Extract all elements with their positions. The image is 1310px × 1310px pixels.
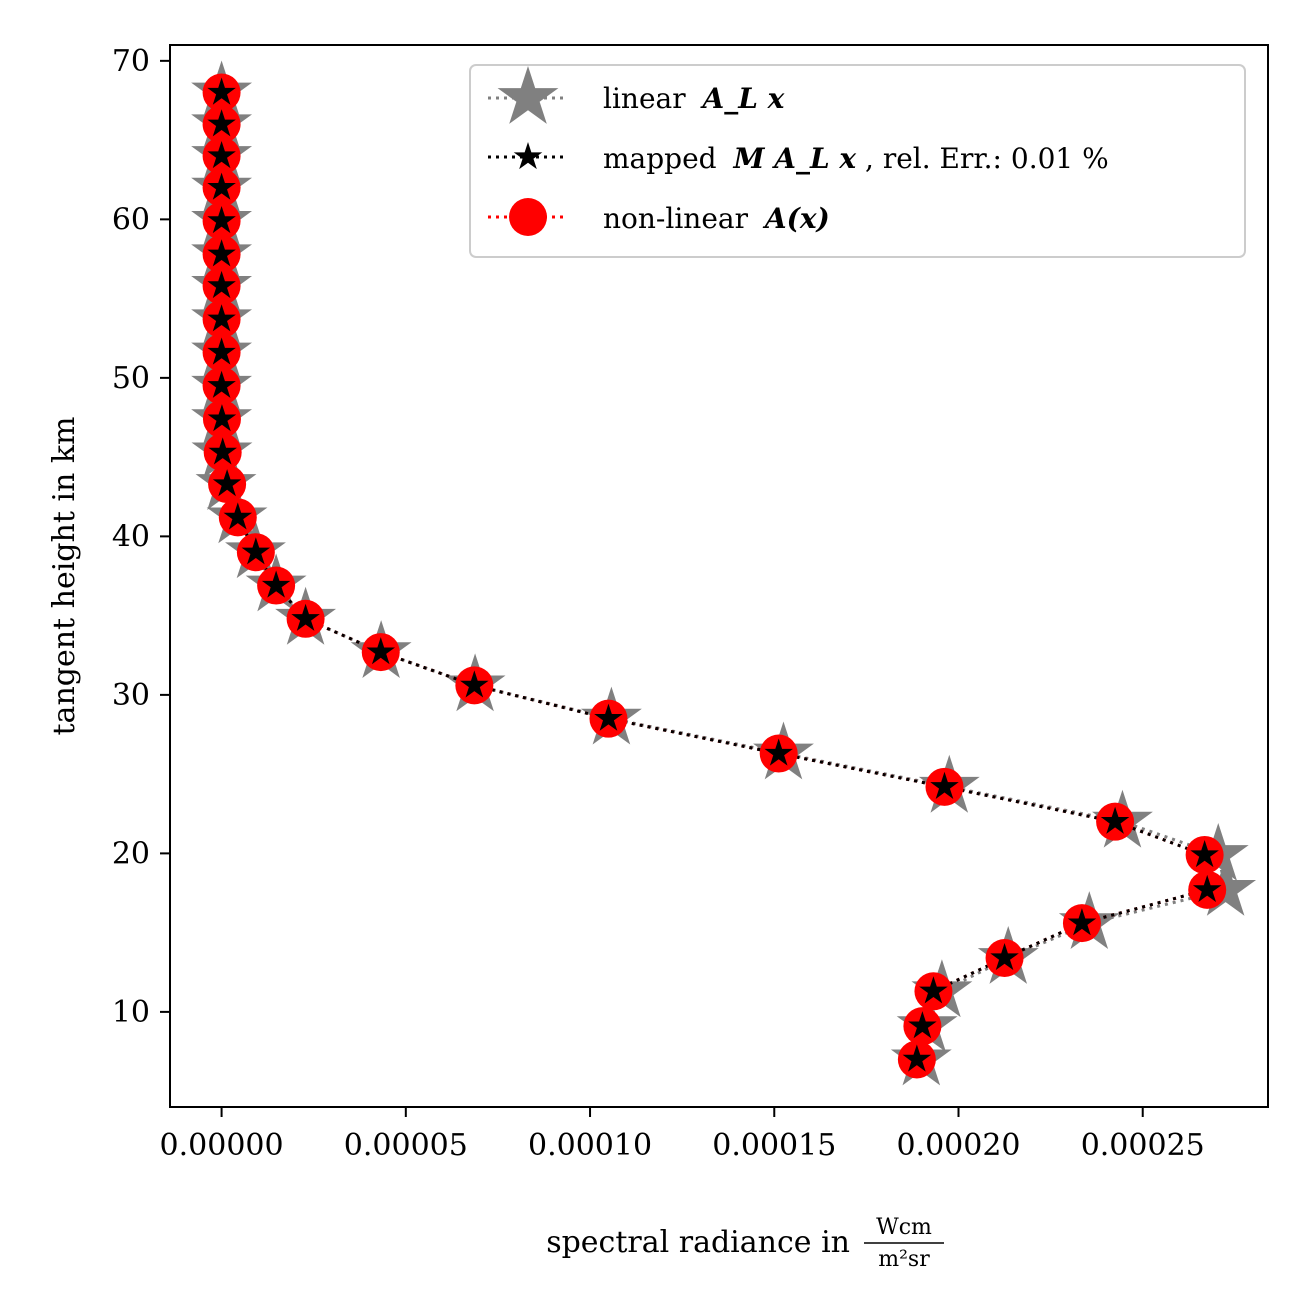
point-mapped [919, 976, 948, 1004]
x-axis: 0.00000 0.00005 0.00010 0.00015 0.00020 0.000… [160, 1107, 1205, 1163]
x-tick-label: 0.00000 [160, 1128, 284, 1163]
x-tick-label: 0.00015 [712, 1128, 836, 1163]
x-tick-label: 0.00025 [1081, 1128, 1205, 1163]
x-axis-label: spectral radiance in [546, 1225, 850, 1260]
legend-math-mapped: M A_L x [733, 142, 857, 175]
svg-text:linear A_L x: linear A_L x [603, 82, 785, 115]
point-mapped [207, 404, 237, 432]
point-mapped [366, 637, 396, 665]
legend-math-linear: A_L x [700, 82, 785, 115]
series-line-mapped [220, 92, 1209, 1060]
point-mapped [1192, 874, 1222, 902]
legend-label-linear: linear [603, 82, 686, 115]
point-mapped [908, 1011, 937, 1039]
legend-label-non-linear: non-linear [603, 202, 749, 235]
point-mapped [930, 771, 959, 799]
point-mapped [1100, 806, 1130, 834]
plot-frame [169, 44, 1269, 1108]
point-mapped [261, 570, 291, 598]
y-tick-label: 70 [112, 44, 150, 79]
x-axis-label-group: spectral radiance in Wcm m²sr [546, 1215, 944, 1272]
point-mapped [594, 703, 623, 731]
point-mapped [207, 239, 236, 267]
legend-frame [469, 64, 1246, 258]
legend: linear A_L x mapped M A_L x , rel. Err.:… [469, 64, 1246, 258]
y-tick-label: 10 [112, 995, 150, 1030]
y-axis: 10 20 30 40 50 60 70 [112, 44, 170, 1030]
x-axis-unit-numerator: Wcm [876, 1215, 932, 1240]
legend-entry-mapped: mapped M A_L x , rel. Err.: 0.01 % [488, 142, 1109, 175]
point-mapped [902, 1044, 932, 1072]
legend-math-non-linear: A(x) [762, 202, 830, 235]
point-mapped [460, 670, 489, 698]
point-mapped [212, 469, 242, 497]
point-mapped [207, 77, 236, 105]
point-mapped [207, 172, 236, 200]
point-mapped [291, 603, 320, 631]
y-axis-label: tangent height in km [47, 417, 82, 736]
x-axis-unit-denominator: m²sr [878, 1247, 930, 1272]
y-tick-label: 60 [112, 202, 150, 237]
series-layer [191, 60, 1257, 1086]
legend-entry-linear: linear A_L x [488, 66, 785, 124]
point-mapped [207, 109, 236, 137]
legend-suffix-mapped: , rel. Err.: 0.01 % [865, 142, 1109, 175]
point-mapped [241, 537, 271, 565]
legend-marker-linear [497, 66, 559, 124]
svg-text:mapped M A_L x: mapped M A_L x , rel. Err.: 0.01 % [603, 142, 1109, 175]
point-mapped [207, 304, 236, 332]
point-mapped [1190, 839, 1219, 868]
y-tick-label: 50 [112, 361, 150, 396]
legend-marker-non-linear [509, 198, 547, 236]
legend-marker-mapped [513, 142, 543, 170]
point-mapped [223, 502, 253, 530]
legend-label-mapped: mapped [603, 142, 717, 175]
legend-entry-non-linear: non-linear A(x) [488, 198, 830, 236]
x-tick-label: 0.00005 [344, 1128, 468, 1163]
svg-text:non-linear A(x): non-linear A(x) [603, 202, 830, 235]
point-mapped [990, 943, 1019, 971]
point-mapped [207, 140, 236, 169]
point-mapped [207, 370, 236, 398]
x-tick-label: 0.00010 [528, 1128, 652, 1163]
point-mapped [207, 205, 236, 234]
y-tick-label: 20 [112, 836, 150, 871]
point-mapped [1067, 908, 1097, 936]
point-mapped [207, 270, 236, 299]
point-mapped [764, 738, 793, 766]
y-tick-label: 30 [112, 678, 150, 713]
point-mapped [207, 337, 236, 365]
point-mapped [208, 437, 237, 465]
y-tick-label: 40 [112, 519, 150, 554]
x-tick-label: 0.00020 [896, 1128, 1020, 1163]
